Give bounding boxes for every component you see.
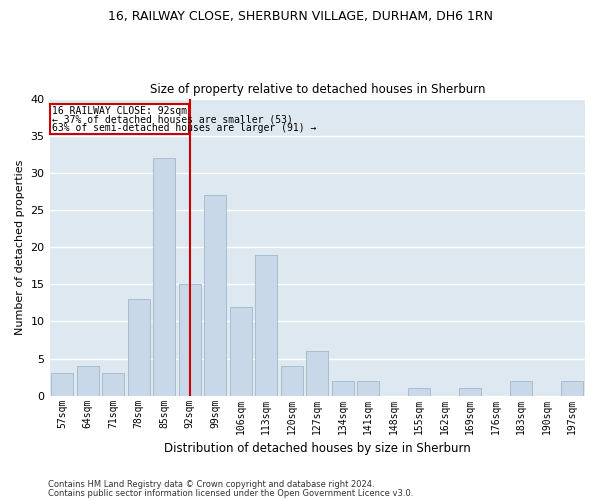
Text: Contains HM Land Registry data © Crown copyright and database right 2024.: Contains HM Land Registry data © Crown c…: [48, 480, 374, 489]
Text: 63% of semi-detached houses are larger (91) →: 63% of semi-detached houses are larger (…: [52, 122, 316, 132]
Y-axis label: Number of detached properties: Number of detached properties: [15, 160, 25, 335]
Text: ← 37% of detached houses are smaller (53): ← 37% of detached houses are smaller (53…: [52, 114, 293, 124]
Text: 16 RAILWAY CLOSE: 92sqm: 16 RAILWAY CLOSE: 92sqm: [52, 106, 187, 117]
X-axis label: Distribution of detached houses by size in Sherburn: Distribution of detached houses by size …: [164, 442, 470, 455]
Bar: [409, 388, 430, 396]
Bar: [281, 366, 302, 396]
Bar: [154, 158, 175, 396]
Bar: [52, 374, 73, 396]
Text: Contains public sector information licensed under the Open Government Licence v3: Contains public sector information licen…: [48, 488, 413, 498]
Bar: [128, 299, 149, 396]
Bar: [562, 381, 583, 396]
Bar: [332, 381, 353, 396]
Bar: [103, 374, 124, 396]
Text: 16, RAILWAY CLOSE, SHERBURN VILLAGE, DURHAM, DH6 1RN: 16, RAILWAY CLOSE, SHERBURN VILLAGE, DUR…: [107, 10, 493, 23]
Bar: [179, 284, 200, 396]
Bar: [77, 366, 98, 396]
Bar: [307, 351, 328, 396]
Bar: [205, 195, 226, 396]
Bar: [358, 381, 379, 396]
Bar: [511, 381, 532, 396]
Bar: [230, 306, 251, 396]
Bar: [460, 388, 481, 396]
Title: Size of property relative to detached houses in Sherburn: Size of property relative to detached ho…: [149, 83, 485, 96]
FancyBboxPatch shape: [50, 104, 189, 134]
Bar: [256, 254, 277, 396]
